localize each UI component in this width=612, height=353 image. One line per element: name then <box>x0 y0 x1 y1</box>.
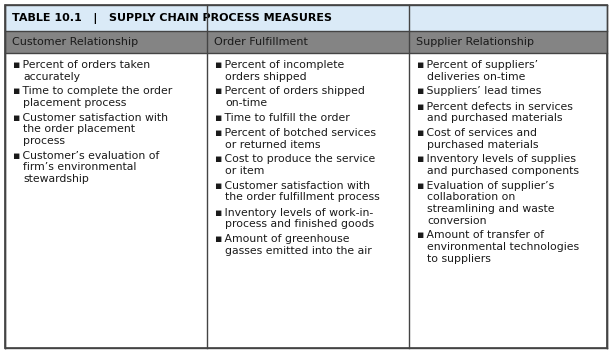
Text: ▪ Percent of orders shipped: ▪ Percent of orders shipped <box>215 86 365 96</box>
Text: ▪ Cost of services and: ▪ Cost of services and <box>417 128 537 138</box>
Text: ▪ Amount of greenhouse: ▪ Amount of greenhouse <box>215 234 349 244</box>
Text: gasses emitted into the air: gasses emitted into the air <box>225 245 371 256</box>
Text: environmental technologies: environmental technologies <box>427 242 579 252</box>
Text: ▪ Inventory levels of supplies: ▪ Inventory levels of supplies <box>417 155 576 164</box>
Text: streamlining and waste: streamlining and waste <box>427 204 554 214</box>
Text: ▪ Suppliers’ lead times: ▪ Suppliers’ lead times <box>417 86 542 96</box>
Text: ▪ Percent of orders taken: ▪ Percent of orders taken <box>13 60 150 70</box>
Text: ▪ Time to complete the order: ▪ Time to complete the order <box>13 86 172 96</box>
Text: on-time: on-time <box>225 98 267 108</box>
Text: the order placement: the order placement <box>23 125 135 134</box>
Text: ▪ Evaluation of supplier’s: ▪ Evaluation of supplier’s <box>417 181 554 191</box>
Bar <box>5 31 607 53</box>
Text: to suppliers: to suppliers <box>427 253 491 263</box>
Text: Supplier Relationship: Supplier Relationship <box>416 37 534 47</box>
Text: purchased materials: purchased materials <box>427 139 539 150</box>
Text: ▪ Time to fulfill the order: ▪ Time to fulfill the order <box>215 113 349 123</box>
Text: firm’s environmental: firm’s environmental <box>23 162 136 173</box>
Text: orders shipped: orders shipped <box>225 72 307 82</box>
Text: accurately: accurately <box>23 72 80 82</box>
Text: and purchased materials: and purchased materials <box>427 113 562 123</box>
Bar <box>5 5 607 31</box>
Text: placement process: placement process <box>23 98 126 108</box>
Text: or item: or item <box>225 166 264 176</box>
Text: ▪ Inventory levels of work-in-: ▪ Inventory levels of work-in- <box>215 208 373 217</box>
Text: ▪ Amount of transfer of: ▪ Amount of transfer of <box>417 231 544 240</box>
Text: ▪ Percent of incomplete: ▪ Percent of incomplete <box>215 60 344 70</box>
Text: collaboration on: collaboration on <box>427 192 515 203</box>
Text: ▪ Customer’s evaluation of: ▪ Customer’s evaluation of <box>13 151 159 161</box>
Text: process: process <box>23 136 65 146</box>
Text: and purchased components: and purchased components <box>427 166 579 176</box>
Text: the order fulfillment process: the order fulfillment process <box>225 192 380 203</box>
Text: TABLE 10.1   |   SUPPLY CHAIN PROCESS MEASURES: TABLE 10.1 | SUPPLY CHAIN PROCESS MEASUR… <box>12 12 332 24</box>
Text: conversion: conversion <box>427 215 487 226</box>
Text: stewardship: stewardship <box>23 174 89 184</box>
Text: ▪ Percent of suppliers’: ▪ Percent of suppliers’ <box>417 60 538 70</box>
Text: or returned items: or returned items <box>225 139 321 150</box>
Text: ▪ Customer satisfaction with: ▪ Customer satisfaction with <box>215 181 370 191</box>
Text: deliveries on-time: deliveries on-time <box>427 72 525 82</box>
Text: ▪ Customer satisfaction with: ▪ Customer satisfaction with <box>13 113 168 123</box>
Text: ▪ Percent of botched services: ▪ Percent of botched services <box>215 128 376 138</box>
Text: Order Fulfillment: Order Fulfillment <box>214 37 308 47</box>
Text: ▪ Percent defects in services: ▪ Percent defects in services <box>417 102 573 112</box>
Text: process and finished goods: process and finished goods <box>225 219 374 229</box>
Text: Customer Relationship: Customer Relationship <box>12 37 138 47</box>
Text: ▪ Cost to produce the service: ▪ Cost to produce the service <box>215 155 375 164</box>
